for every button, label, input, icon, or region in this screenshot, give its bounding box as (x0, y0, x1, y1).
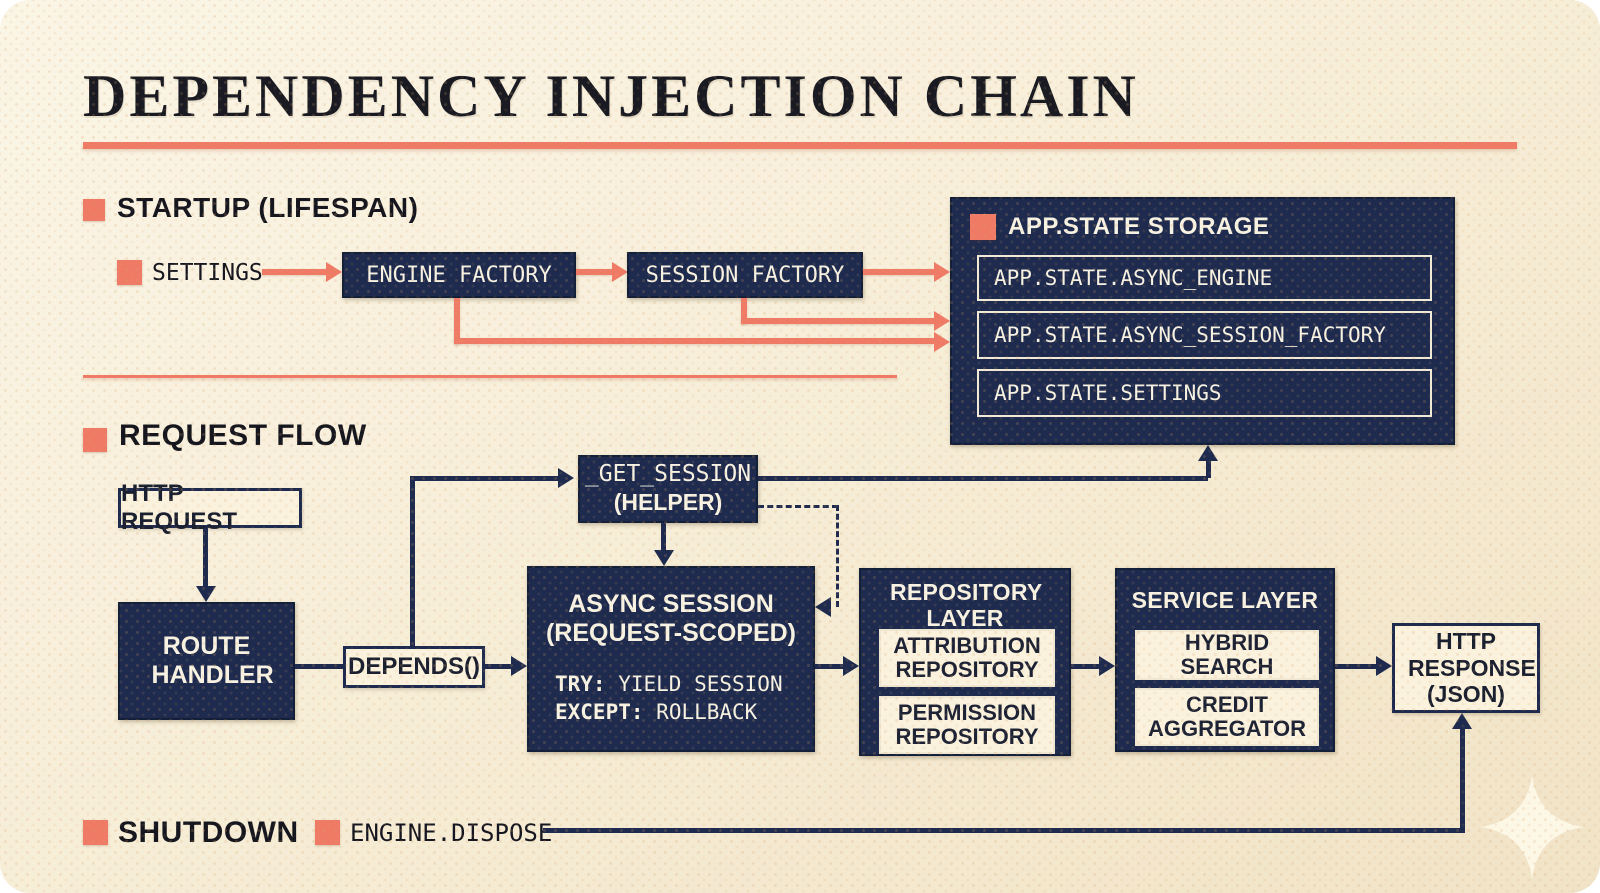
arrowhead-session-to-storage (934, 262, 950, 282)
line-repository-to-service (1071, 664, 1099, 669)
except-label: EXCEPT: (555, 699, 644, 724)
line-engine-to-session (576, 269, 612, 275)
engine-factory-node: ENGINE FACTORY (342, 252, 576, 298)
arrowhead-session-to-factory-slot (934, 311, 950, 331)
line-dispose-v (1460, 729, 1465, 833)
async-session-except-line: EXCEPT: ROLLBACK (555, 700, 813, 724)
dashed-line-helper-return-v (836, 505, 839, 607)
service-layer-node: SERVICE LAYER HYBRID SEARCH CREDIT AGGRE… (1115, 568, 1335, 752)
arrowhead-session-to-repository (843, 656, 859, 676)
route-handler-label: ROUTE HANDLER (151, 632, 274, 689)
arrowhead-service-to-response (1376, 656, 1392, 676)
storage-row-settings: APP.STATE.SETTINGS (977, 369, 1432, 417)
http-response-label: HTTP RESPONSE (JSON) (1408, 628, 1536, 708)
arrowhead-depends-to-session (511, 656, 527, 676)
arrowhead-engine-to-session (612, 262, 628, 282)
line-settings-to-engine (262, 269, 326, 275)
line-handler-to-depends (295, 664, 343, 669)
storage-bullet-icon (970, 214, 996, 240)
hybrid-search-item: HYBRID SEARCH (1135, 630, 1319, 680)
shutdown-heading: SHUTDOWN (118, 816, 299, 849)
get-session-sublabel: (HELPER) (613, 489, 723, 515)
sparkle-icon (1480, 775, 1584, 879)
arrowhead-helper-return (815, 597, 831, 617)
service-layer-heading: SERVICE LAYER (1131, 587, 1319, 613)
depends-node: DEPENDS() (343, 646, 485, 688)
attribution-repository-item: ATTRIBUTION REPOSITORY (879, 629, 1055, 687)
app-state-storage-node: APP.STATE STORAGE APP.STATE.ASYNC_ENGINE… (950, 197, 1455, 445)
arrowhead-engine-to-factory-slot (934, 332, 950, 352)
http-request-node: HTTP REQUEST (118, 480, 302, 535)
line-session-drop (741, 298, 747, 324)
shutdown-bullet-icon (83, 820, 108, 845)
settings-label: SETTINGS (152, 260, 263, 286)
startup-bullet-icon (83, 199, 105, 221)
section-divider (83, 375, 897, 378)
session-factory-node: SESSION FACTORY (627, 252, 863, 298)
async-session-node: ASYNC SESSION (REQUEST-SCOPED) TRY: YIEL… (527, 566, 815, 752)
arrowhead-helper-to-storage (1198, 445, 1218, 461)
line-service-to-response (1335, 664, 1376, 669)
line-engine-to-factory-slot (454, 338, 934, 344)
credit-aggregator-item: CREDIT AGGREGATOR (1135, 688, 1319, 746)
settings-bullet-icon (117, 260, 142, 285)
line-helper-to-session (661, 523, 666, 550)
title-underline (83, 142, 1517, 149)
line-session-to-storage (863, 269, 934, 275)
http-response-node: HTTP RESPONSE (JSON) (1392, 623, 1540, 713)
line-request-to-handler (203, 528, 208, 586)
line-depends-to-helper (412, 476, 558, 481)
async-session-title: ASYNC SESSION (568, 590, 774, 618)
arrowhead-request-to-handler (196, 586, 216, 602)
arrowhead-dispose-to-response (1452, 713, 1472, 729)
try-value: YIELD SESSION (618, 671, 783, 696)
request-flow-bullet-icon (83, 428, 107, 452)
line-helper-to-storage-v (1206, 461, 1211, 478)
arrowhead-settings-to-engine (326, 262, 342, 282)
line-helper-to-storage-h (758, 476, 1208, 481)
arrowhead-helper-to-session (654, 550, 674, 566)
startup-heading: STARTUP (LIFESPAN) (117, 192, 419, 223)
async-session-try-line: TRY: YIELD SESSION (555, 672, 813, 696)
request-flow-heading: REQUEST FLOW (119, 419, 367, 452)
storage-row-async-session-factory: APP.STATE.ASYNC_SESSION_FACTORY (977, 311, 1432, 359)
line-session-to-factory-slot (741, 318, 934, 324)
dispose-bullet-icon (315, 820, 340, 845)
get-session-label: _GET_SESSION (584, 461, 752, 488)
line-depends-to-session (485, 664, 511, 669)
line-dispose-h (543, 828, 1460, 833)
arrowhead-depends-to-helper (558, 468, 574, 488)
page-title: DEPENDENCY INJECTION CHAIN (83, 63, 1139, 129)
repository-layer-heading: REPOSITORY LAYER (890, 579, 1043, 631)
async-session-subtitle: (REQUEST-SCOPED) (545, 618, 797, 647)
dashed-line-helper-return-h (758, 505, 838, 508)
try-label: TRY: (555, 671, 606, 696)
line-engine-drop (454, 298, 460, 344)
route-handler-node: ROUTE HANDLER (118, 602, 295, 720)
line-session-to-repository (815, 664, 843, 669)
storage-row-async-engine: APP.STATE.ASYNC_ENGINE (977, 255, 1432, 301)
engine-dispose-label: ENGINE.DISPOSE (350, 819, 553, 847)
permission-repository-item: PERMISSION REPOSITORY (879, 696, 1055, 754)
arrowhead-repository-to-service (1099, 656, 1115, 676)
line-depends-up (410, 476, 415, 646)
get-session-helper-node: _GET_SESSION (HELPER) (578, 455, 758, 523)
repository-layer-node: REPOSITORY LAYER ATTRIBUTION REPOSITORY … (859, 568, 1071, 756)
storage-heading: APP.STATE STORAGE (1008, 213, 1270, 240)
except-value: ROLLBACK (656, 699, 758, 724)
